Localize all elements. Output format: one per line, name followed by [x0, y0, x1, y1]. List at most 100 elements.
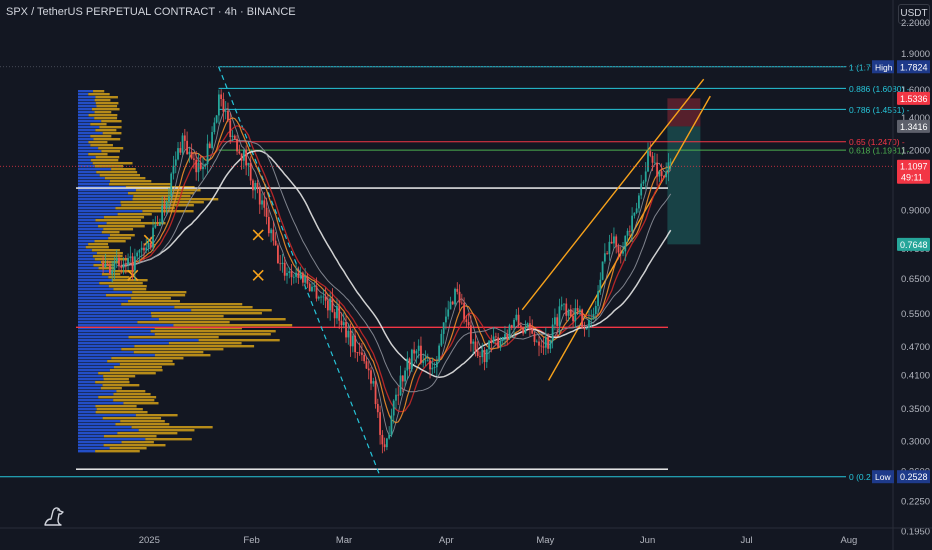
- candle-body: [342, 322, 345, 326]
- volume-bar-sell: [94, 258, 129, 261]
- time-axis[interactable]: 2025 Feb Mar Apr May Jun Jul Aug: [0, 527, 932, 546]
- candle-body: [156, 225, 159, 226]
- volume-bar-sell: [125, 186, 195, 189]
- candle-body: [569, 310, 572, 317]
- candle-body: [113, 261, 116, 271]
- candle-body: [397, 394, 400, 396]
- candle-body: [440, 333, 443, 346]
- candle-body: [288, 271, 291, 273]
- volume-bar-buy: [78, 246, 86, 249]
- volume-bar-sell: [104, 177, 146, 180]
- candle-body: [628, 230, 631, 232]
- moving-average-line: [121, 138, 672, 393]
- candle-body: [322, 296, 325, 298]
- fib-level-label: 0.886 (1.6080) -: [849, 84, 910, 94]
- candle-body: [522, 326, 525, 334]
- volume-bar-buy: [78, 210, 143, 213]
- candle-body: [267, 216, 270, 234]
- volume-bar-buy: [78, 363, 120, 366]
- candle-body: [233, 135, 236, 139]
- volume-bar-buy: [78, 108, 92, 111]
- candle-body: [120, 265, 123, 268]
- volume-bar-sell: [94, 99, 111, 102]
- volume-bar-sell: [133, 351, 204, 354]
- volume-bar-buy: [78, 450, 96, 453]
- candle-body: [578, 309, 581, 311]
- candle-body: [544, 337, 547, 348]
- volume-bar-sell: [96, 252, 123, 255]
- volume-bar-sell: [88, 114, 118, 117]
- candle-body: [472, 341, 475, 344]
- volume-bar-sell: [108, 237, 132, 240]
- volume-bar-buy: [78, 129, 96, 132]
- tradingview-logo-icon[interactable]: [42, 504, 68, 528]
- candle-body: [429, 360, 431, 370]
- candle-body: [211, 132, 213, 149]
- candle-body: [220, 94, 223, 99]
- candle-body: [304, 276, 307, 283]
- candle-body: [295, 272, 297, 277]
- candle-body: [190, 151, 193, 159]
- volume-bar-sell: [88, 93, 110, 96]
- price-tag-box: [872, 60, 894, 74]
- candle-body: [540, 345, 543, 347]
- price-label-text: 0.7648: [900, 240, 928, 250]
- volume-bar-buy: [78, 369, 110, 372]
- price-axis[interactable]: 2.20001.90001.60001.40001.20000.90000.75…: [892, 0, 930, 550]
- volume-bar-buy: [78, 261, 101, 264]
- volume-bar-buy: [78, 378, 104, 381]
- volume-bar-buy: [78, 234, 110, 237]
- candle-body: [556, 317, 559, 326]
- candle-body: [109, 265, 111, 275]
- fib-level-label: 0.65 (1.2470) -: [849, 137, 905, 147]
- volume-bar-buy: [78, 192, 128, 195]
- volume-bar-sell: [98, 372, 156, 375]
- volume-bar-buy: [78, 102, 96, 105]
- candle-body: [111, 270, 114, 275]
- volume-bar-buy: [78, 183, 110, 186]
- candle-body: [149, 242, 152, 248]
- candle-body: [451, 301, 454, 305]
- volume-bar-buy: [78, 399, 114, 402]
- timeframe-label[interactable]: 4h: [224, 6, 237, 18]
- candle-body: [454, 288, 456, 305]
- candle-body: [490, 340, 493, 344]
- volume-bar-buy: [78, 321, 138, 324]
- price-tag-text: High: [875, 62, 893, 72]
- volume-bar-buy: [78, 264, 94, 267]
- volume-bar-buy: [78, 285, 109, 288]
- volume-bar-sell: [173, 324, 293, 327]
- short-position-tool[interactable]: [667, 98, 701, 245]
- time-tick-label: Aug: [840, 535, 857, 546]
- symbol-name[interactable]: SPX / TetherUS PERPETUAL CONTRACT: [6, 6, 215, 18]
- volume-bar-buy: [78, 204, 122, 207]
- volume-bar-sell: [88, 141, 108, 144]
- candle-body: [279, 263, 282, 265]
- volume-bar-buy: [78, 222, 107, 225]
- volume-bar-sell: [94, 117, 118, 120]
- candle-body: [519, 325, 522, 327]
- volume-bar-buy: [78, 396, 99, 399]
- volume-bar-buy: [78, 390, 117, 393]
- candle-body: [367, 368, 370, 371]
- price-tick-label: 0.5500: [901, 309, 930, 320]
- volume-bar-sell: [115, 423, 170, 426]
- price-tick-label: 0.4100: [901, 371, 930, 382]
- candle-body: [531, 329, 534, 334]
- volume-bar-buy: [78, 318, 159, 321]
- candle-body: [526, 323, 529, 328]
- volume-bar-sell: [90, 144, 113, 147]
- candle-body: [494, 336, 497, 338]
- price-tick-label: 1.4000: [901, 113, 930, 124]
- volume-bar-buy: [78, 150, 102, 153]
- volume-bar-buy: [78, 327, 155, 330]
- currency-button[interactable]: USDT: [898, 4, 930, 24]
- candle-body: [331, 298, 334, 313]
- candle-body: [329, 298, 332, 311]
- candle-body: [261, 200, 263, 205]
- candle-body: [265, 207, 268, 217]
- volume-bar-sell: [113, 393, 151, 396]
- volume-bar-buy: [78, 168, 112, 171]
- candle-body: [608, 241, 611, 255]
